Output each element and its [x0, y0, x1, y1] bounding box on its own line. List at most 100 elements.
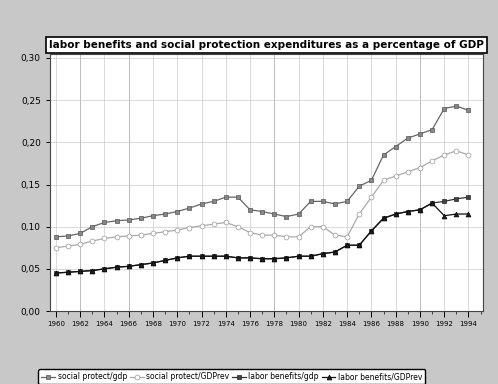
social protect/gdp	[344, 199, 350, 204]
social protect/gdp	[429, 127, 435, 132]
labor benefits/gdp	[466, 195, 472, 199]
social protect/gdp	[150, 214, 156, 218]
labor benefits/GDPrev	[429, 201, 435, 205]
labor benefits/gdp	[320, 252, 326, 256]
social protect/GDPrev	[211, 222, 217, 227]
social protect/GDPrev	[453, 149, 459, 153]
social protect/gdp	[89, 224, 95, 229]
social protect/gdp	[114, 218, 120, 223]
social protect/GDPrev	[332, 233, 338, 237]
social protect/GDPrev	[102, 236, 108, 241]
labor benefits/gdp	[453, 197, 459, 201]
social protect/GDPrev	[405, 170, 411, 174]
social protect/gdp	[369, 178, 374, 183]
social protect/GDPrev	[356, 212, 362, 216]
social protect/GDPrev	[271, 233, 277, 237]
Title: labor benefits and social protection expenditures as a percentage of GDP: labor benefits and social protection exp…	[49, 40, 484, 50]
Line: social protect/GDPrev: social protect/GDPrev	[53, 148, 471, 250]
labor benefits/gdp	[235, 256, 241, 260]
labor benefits/GDPrev	[102, 266, 108, 271]
Line: social protect/gdp: social protect/gdp	[53, 104, 471, 239]
social protect/GDPrev	[65, 244, 71, 248]
social protect/gdp	[283, 214, 289, 219]
social protect/gdp	[271, 212, 277, 216]
social protect/gdp	[441, 106, 447, 111]
labor benefits/gdp	[211, 254, 217, 258]
social protect/gdp	[211, 199, 217, 204]
social protect/gdp	[174, 209, 180, 214]
social protect/GDPrev	[53, 245, 59, 250]
labor benefits/gdp	[150, 261, 156, 265]
social protect/gdp	[138, 216, 144, 220]
labor benefits/gdp	[65, 270, 71, 275]
social protect/gdp	[380, 153, 386, 157]
labor benefits/GDPrev	[89, 268, 95, 273]
labor benefits/GDPrev	[466, 212, 472, 216]
social protect/gdp	[102, 220, 108, 225]
labor benefits/GDPrev	[162, 258, 168, 263]
Line: labor benefits/gdp: labor benefits/gdp	[53, 195, 471, 275]
social protect/gdp	[77, 231, 83, 236]
social protect/GDPrev	[466, 153, 472, 157]
labor benefits/GDPrev	[369, 228, 374, 233]
labor benefits/gdp	[223, 254, 229, 258]
labor benefits/GDPrev	[405, 209, 411, 214]
social protect/GDPrev	[380, 178, 386, 183]
labor benefits/GDPrev	[393, 212, 399, 216]
social protect/GDPrev	[138, 233, 144, 237]
labor benefits/GDPrev	[53, 271, 59, 275]
Legend: social protect/gdp, social protect/GDPrev, labor benefits/gdp, labor benefits/GD: social protect/gdp, social protect/GDPre…	[38, 369, 425, 384]
labor benefits/GDPrev	[356, 243, 362, 248]
labor benefits/GDPrev	[186, 254, 192, 258]
labor benefits/gdp	[271, 257, 277, 261]
labor benefits/gdp	[53, 271, 59, 275]
labor benefits/gdp	[102, 266, 108, 271]
social protect/GDPrev	[235, 224, 241, 229]
labor benefits/gdp	[259, 257, 265, 261]
social protect/GDPrev	[393, 174, 399, 179]
labor benefits/gdp	[393, 212, 399, 216]
social protect/gdp	[259, 209, 265, 214]
social protect/GDPrev	[174, 228, 180, 232]
labor benefits/gdp	[186, 254, 192, 258]
labor benefits/GDPrev	[259, 257, 265, 261]
labor benefits/GDPrev	[235, 256, 241, 260]
social protect/gdp	[53, 235, 59, 239]
social protect/GDPrev	[369, 195, 374, 199]
social protect/gdp	[417, 132, 423, 136]
social protect/GDPrev	[320, 224, 326, 229]
labor benefits/GDPrev	[223, 254, 229, 258]
social protect/gdp	[125, 218, 131, 222]
labor benefits/GDPrev	[417, 207, 423, 212]
social protect/GDPrev	[150, 231, 156, 236]
labor benefits/GDPrev	[247, 256, 253, 260]
social protect/gdp	[320, 199, 326, 204]
social protect/gdp	[453, 104, 459, 108]
labor benefits/gdp	[199, 254, 205, 258]
social protect/gdp	[466, 108, 472, 113]
social protect/GDPrev	[344, 235, 350, 239]
social protect/gdp	[296, 212, 302, 216]
social protect/gdp	[223, 195, 229, 199]
social protect/gdp	[393, 144, 399, 149]
social protect/gdp	[235, 195, 241, 199]
labor benefits/GDPrev	[65, 270, 71, 275]
labor benefits/GDPrev	[283, 256, 289, 260]
social protect/GDPrev	[247, 230, 253, 235]
labor benefits/GDPrev	[380, 216, 386, 220]
labor benefits/gdp	[405, 209, 411, 214]
social protect/GDPrev	[259, 233, 265, 237]
labor benefits/GDPrev	[174, 256, 180, 260]
labor benefits/gdp	[356, 243, 362, 248]
labor benefits/GDPrev	[77, 269, 83, 274]
labor benefits/GDPrev	[332, 250, 338, 254]
social protect/gdp	[162, 212, 168, 216]
labor benefits/GDPrev	[320, 252, 326, 256]
social protect/GDPrev	[223, 220, 229, 225]
labor benefits/GDPrev	[296, 254, 302, 258]
labor benefits/GDPrev	[150, 261, 156, 265]
labor benefits/gdp	[308, 254, 314, 258]
social protect/GDPrev	[186, 225, 192, 230]
labor benefits/gdp	[380, 216, 386, 220]
labor benefits/gdp	[125, 264, 131, 269]
